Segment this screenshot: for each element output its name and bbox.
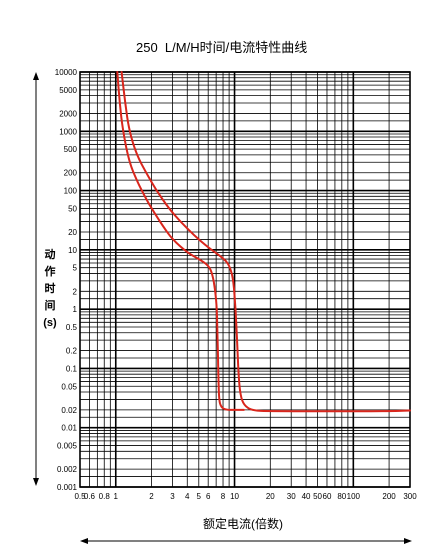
y-tick-label: 1 [73,305,78,314]
y-tick-label: 5 [73,264,78,273]
y-tick-label: 1000 [59,127,77,136]
y-tick-label: 0.001 [57,483,78,492]
x-tick-label: 6 [206,492,211,501]
y-tick-label: 2 [73,287,78,296]
x-axis-arrow-right-icon [404,538,412,544]
x-tick-label: 0.5 [74,492,86,501]
y-axis-label-char: 动 [45,247,56,261]
x-tick-label: 1 [114,492,119,501]
y-tick-label: 100 [64,187,78,196]
y-axis-arrow-up-icon [33,72,39,80]
y-tick-label: 200 [64,169,78,178]
x-tick-label: 3 [170,492,175,501]
y-tick-label: 0.5 [66,323,78,332]
y-axis-label-char: 间 [45,299,56,312]
y-tick-label: 10 [68,246,77,255]
x-tick-label: 60 [323,492,332,501]
y-tick-label: 50 [68,204,77,213]
x-tick-label: 40 [302,492,311,501]
y-tick-label: 2000 [59,109,77,118]
x-tick-label: 200 [382,492,396,501]
y-tick-labels: 10000 5000 2000 1000 500 200 100 50 20 10 5 2 1 0.5 0.… [55,68,78,492]
x-tick-label: 300 [403,492,417,501]
chart-series [116,71,411,413]
y-tick-label: 0.01 [61,424,77,433]
y-axis-label-char: 时 [45,281,56,295]
x-axis-label: 额定电流(倍数) [203,516,283,531]
x-tick-label: 5 [197,492,202,501]
x-tick-label: 30 [287,492,296,501]
chart-title: 250 L/M/H时间/电流特性曲线 [136,40,307,55]
x-tick-label: 2 [149,492,154,501]
x-tick-label: 4 [185,492,190,501]
series-line-min-curve [116,71,245,411]
plot-frame [79,71,411,488]
y-tick-label: 0.05 [61,382,77,391]
y-tick-label: 500 [64,145,78,154]
x-tick-label: 50 [313,492,322,501]
x-tick-label: 0.8 [99,492,111,501]
y-tick-label: 0.002 [57,465,78,474]
series-line-max-curve [120,71,411,413]
y-tick-label: 0.1 [66,364,78,373]
x-axis-arrow-left-icon [80,538,88,544]
x-tick-label: 80 [337,492,346,501]
y-tick-label: 0.02 [61,406,77,415]
y-axis-label-char: (s) [43,317,57,329]
y-tick-label: 20 [68,228,77,237]
y-axis-arrow-down-icon [33,478,39,486]
y-tick-label: 10000 [55,68,78,77]
y-tick-label: 0.005 [57,442,78,451]
y-tick-label: 5000 [59,86,77,95]
y-axis-label-char: 作 [45,264,56,278]
y-tick-label: 0.2 [66,347,78,356]
x-tick-label: 100 [347,492,361,501]
chart-grid [79,71,411,488]
x-tick-label: 0.6 [84,492,96,501]
x-tick-labels: 0.50.6 0.8 1 2 3 4 5 6 8 10 20 30 40 50 60 80 100 200 300 [74,492,417,501]
x-tick-label: 20 [266,492,275,501]
x-tick-label: 10 [230,492,239,501]
x-tick-label: 8 [221,492,226,501]
